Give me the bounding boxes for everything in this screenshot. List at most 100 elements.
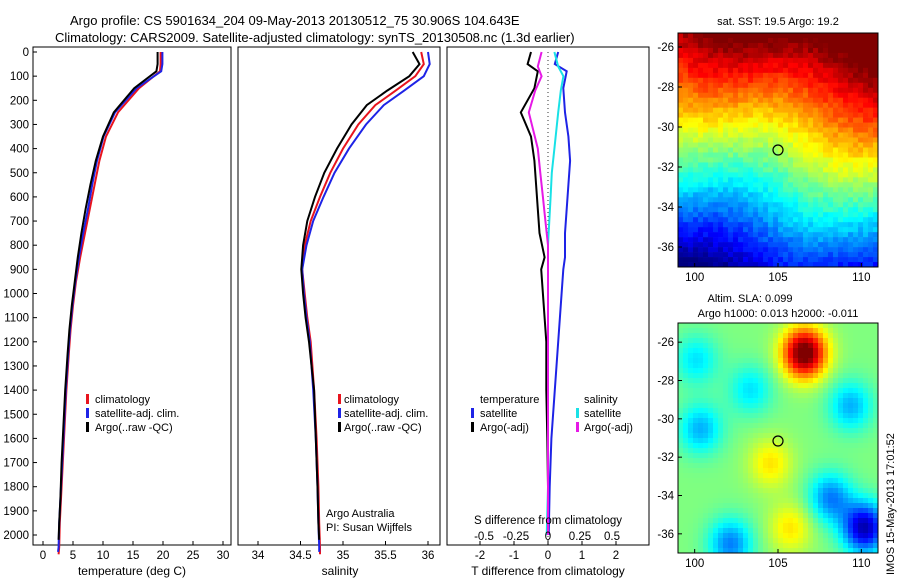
heatmap-cell	[723, 358, 729, 364]
heatmap-cell	[743, 207, 749, 213]
heatmap-cell	[708, 82, 714, 89]
heatmap-cell	[803, 398, 809, 404]
heatmap-cell	[853, 458, 859, 464]
heatmap-cell	[848, 538, 854, 544]
heatmap-cell	[773, 127, 779, 133]
heatmap-cell	[873, 162, 879, 168]
heatmap-cell	[718, 408, 724, 414]
heatmap-cell	[868, 523, 874, 529]
heatmap-cell	[763, 448, 769, 454]
heatmap-cell	[763, 72, 769, 79]
heatmap-cell	[828, 167, 834, 173]
heatmap-cell	[703, 463, 709, 469]
heatmap-cell	[788, 232, 794, 238]
heatmap-cell	[713, 528, 719, 534]
heatmap-cell	[778, 57, 784, 64]
heatmap-cell	[808, 242, 814, 248]
heatmap-cell	[698, 33, 704, 39]
heatmap-cell	[873, 548, 879, 554]
heatmap-cell	[868, 488, 874, 494]
heatmap-cell	[838, 353, 844, 359]
heatmap-cell	[708, 202, 714, 208]
heatmap-cell	[843, 112, 849, 118]
heatmap-cell	[683, 152, 689, 158]
heatmap-cell	[718, 33, 724, 39]
heatmap-cell	[848, 247, 854, 253]
s-tick-label: 0	[545, 531, 551, 543]
heatmap-cell	[743, 242, 749, 248]
heatmap-cell	[843, 438, 849, 444]
heatmap-cell	[798, 378, 804, 384]
heatmap-cell	[868, 428, 874, 434]
legend-label-satellite: satellite-adj. clim.	[344, 408, 428, 420]
heatmap-cell	[808, 328, 814, 334]
heatmap-cell	[778, 242, 784, 248]
heatmap-cell	[763, 353, 769, 359]
heatmap-cell	[758, 92, 764, 99]
heatmap-cell	[723, 57, 729, 64]
heatmap-cell	[768, 383, 774, 389]
heatmap-cell	[793, 348, 799, 354]
heatmap-cell	[783, 533, 789, 539]
heatmap-cell	[803, 242, 809, 248]
heatmap-cell	[823, 147, 829, 153]
heatmap-cell	[868, 187, 874, 193]
heatmap-cell	[763, 117, 769, 123]
heatmap-cell	[678, 147, 684, 153]
heatmap-cell	[703, 373, 709, 379]
heatmap-cell	[838, 192, 844, 198]
heatmap-cell	[703, 52, 709, 59]
heatmap-cell	[713, 182, 719, 188]
heatmap-cell	[853, 87, 859, 94]
heatmap-cell	[838, 202, 844, 208]
heatmap-cell	[758, 383, 764, 389]
heatmap-cell	[693, 423, 699, 429]
heatmap-cell	[813, 157, 819, 163]
heatmap-cell	[743, 503, 749, 509]
heatmap-cell	[688, 513, 694, 519]
heatmap-cell	[788, 458, 794, 464]
heatmap-cell	[793, 498, 799, 504]
heatmap-cell	[693, 52, 699, 59]
heatmap-cell	[813, 493, 819, 499]
heatmap-cell	[853, 423, 859, 429]
heatmap-cell	[808, 408, 814, 414]
heatmap-cell	[683, 162, 689, 168]
heatmap-cell	[733, 498, 739, 504]
heatmap-cell	[768, 368, 774, 374]
heatmap-cell	[808, 232, 814, 238]
heatmap-cell	[693, 152, 699, 158]
heatmap-cell	[833, 222, 839, 228]
heatmap-cell	[698, 443, 704, 449]
heatmap-cell	[683, 57, 689, 64]
heatmap-cell	[678, 458, 684, 464]
heatmap-cell	[843, 323, 849, 329]
heatmap-cell	[788, 112, 794, 118]
heatmap-cell	[873, 182, 879, 188]
heatmap-cell	[678, 368, 684, 374]
heatmap-cell	[853, 378, 859, 384]
heatmap-cell	[783, 217, 789, 223]
heatmap-cell	[783, 87, 789, 94]
heatmap-cell	[713, 142, 719, 148]
heatmap-cell	[868, 378, 874, 384]
heatmap-cell	[708, 247, 714, 253]
heatmap-cell	[858, 493, 864, 499]
heatmap-cell	[803, 252, 809, 258]
heatmap-cell	[848, 433, 854, 439]
heatmap-cell	[848, 363, 854, 369]
heatmap-cell	[823, 493, 829, 499]
heatmap-cell	[853, 373, 859, 379]
heatmap-cell	[703, 142, 709, 148]
heatmap-cell	[713, 97, 719, 103]
heatmap-cell	[733, 508, 739, 514]
heatmap-cell	[698, 67, 704, 74]
heatmap-cell	[698, 418, 704, 424]
heatmap-cell	[723, 463, 729, 469]
heatmap-cell	[778, 533, 784, 539]
depth-tick-label: 2000	[3, 530, 29, 542]
heatmap-cell	[853, 413, 859, 419]
heatmap-cell	[688, 147, 694, 153]
heatmap-cell	[848, 483, 854, 489]
heatmap-cell	[743, 433, 749, 439]
